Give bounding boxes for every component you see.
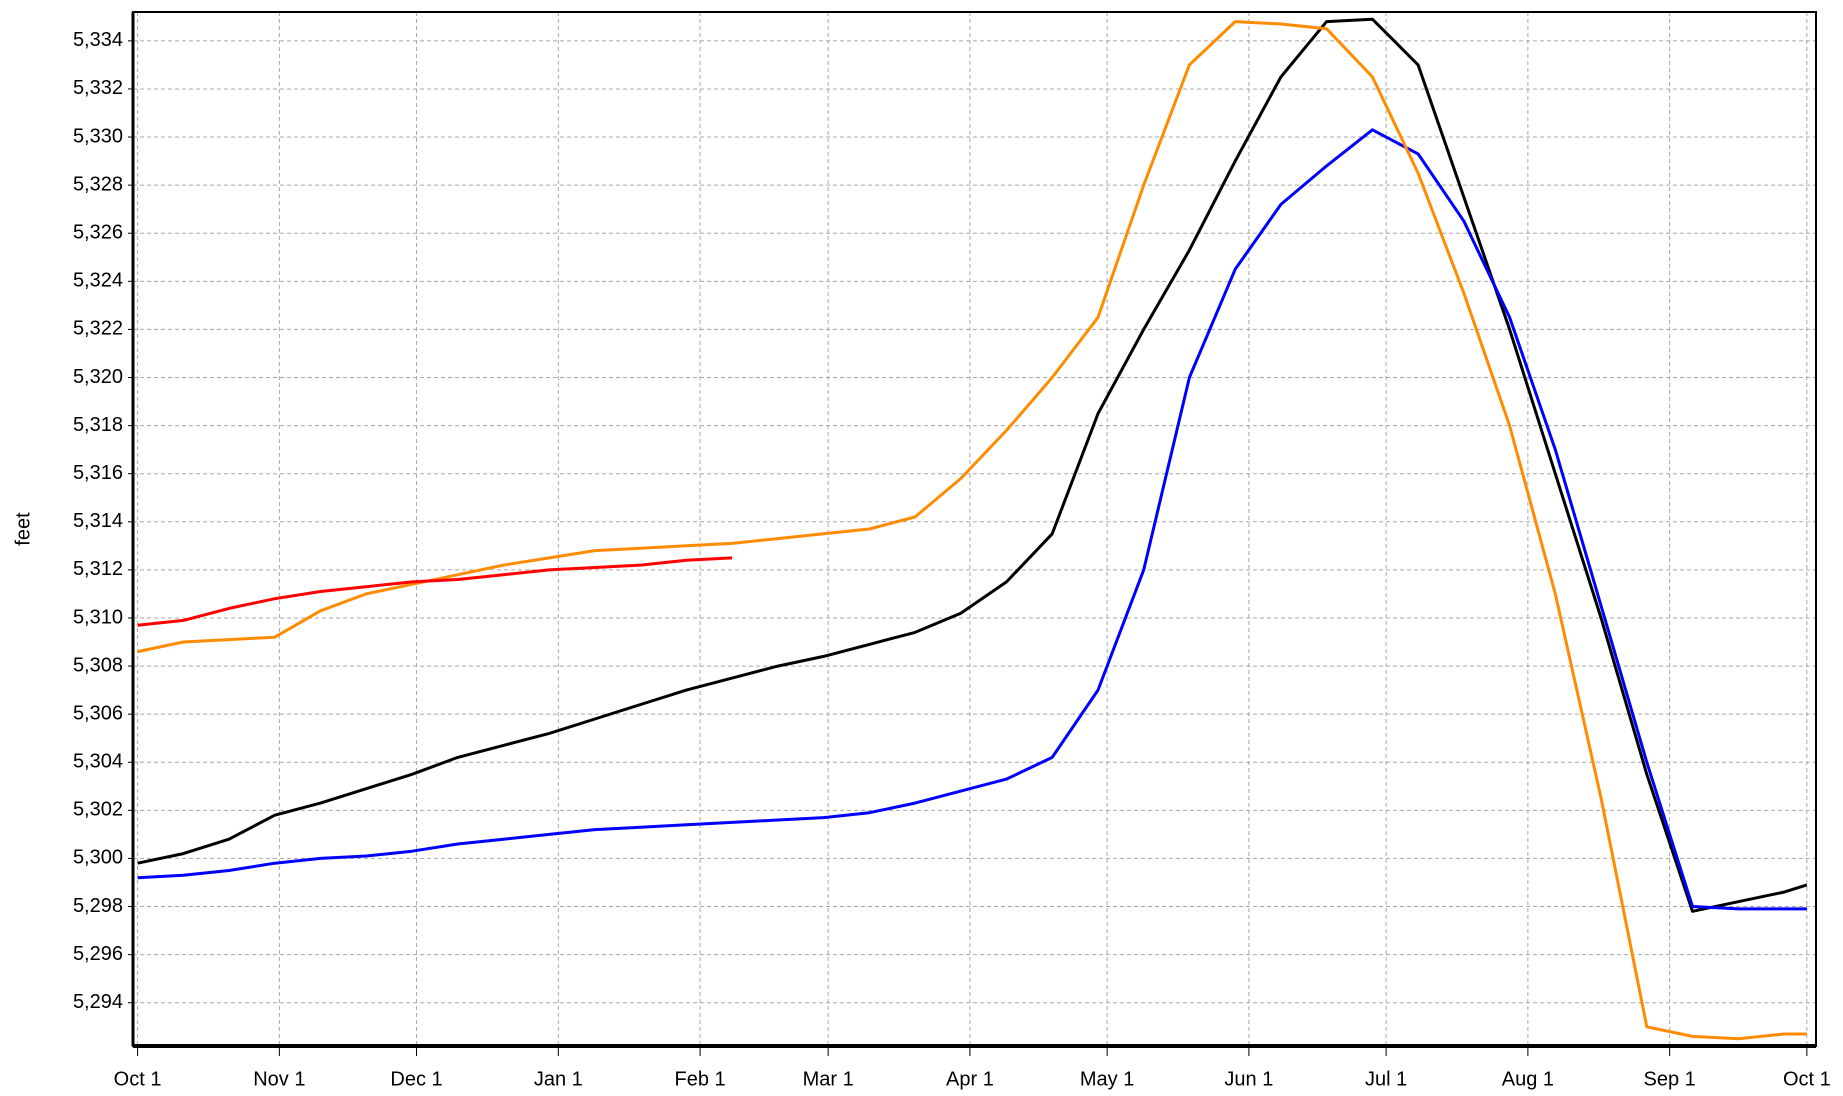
y-tick-label: 5,326: [73, 222, 123, 244]
x-tick-label: Aug 1: [1502, 1068, 1554, 1090]
y-tick-label: 5,296: [73, 943, 123, 965]
y-tick-label: 5,328: [73, 173, 123, 195]
series-line: [137, 556, 733, 627]
y-tick-label: 5,308: [73, 654, 123, 676]
y-tick-label: 5,298: [73, 895, 123, 917]
series-line: [137, 128, 1807, 911]
x-tick-label: Feb 1: [675, 1068, 726, 1090]
x-tick-label: Mar 1: [803, 1068, 854, 1090]
x-tick-label: May 1: [1080, 1068, 1134, 1090]
y-tick-label: 5,322: [73, 318, 123, 340]
series-line: [137, 20, 1807, 1041]
x-tick-label: Oct 1: [114, 1068, 162, 1090]
x-tick-label: Sep 1: [1644, 1068, 1696, 1090]
x-tick-label: Apr 1: [946, 1068, 994, 1090]
x-tick-label: Jul 1: [1365, 1068, 1407, 1090]
y-tick-label: 5,330: [73, 125, 123, 147]
y-tick-label: 5,312: [73, 558, 123, 580]
y-tick-label: 5,316: [73, 462, 123, 484]
x-tick-label: Nov 1: [253, 1068, 305, 1090]
y-tick-label: 5,332: [73, 77, 123, 99]
y-tick-label: 5,302: [73, 799, 123, 821]
plot-frame: [132, 11, 1817, 1047]
y-axis-label: feet: [12, 512, 34, 546]
y-tick-label: 5,294: [73, 991, 123, 1013]
y-tick-label: 5,310: [73, 606, 123, 628]
y-tick-label: 5,320: [73, 366, 123, 388]
series-line: [137, 17, 1808, 913]
y-tick-label: 5,334: [73, 29, 123, 51]
x-tick-label: Dec 1: [390, 1068, 442, 1090]
x-tick-label: Oct 1: [1783, 1068, 1831, 1090]
y-tick-label: 5,324: [73, 270, 123, 292]
x-tick-label: Jun 1: [1224, 1068, 1273, 1090]
y-tick-label: 5,318: [73, 414, 123, 436]
y-tick-label: 5,304: [73, 751, 123, 773]
y-tick-label: 5,300: [73, 847, 123, 869]
y-tick-label: 5,306: [73, 702, 123, 724]
y-tick-label: 5,314: [73, 510, 123, 532]
x-tick-label: Jan 1: [534, 1068, 583, 1090]
